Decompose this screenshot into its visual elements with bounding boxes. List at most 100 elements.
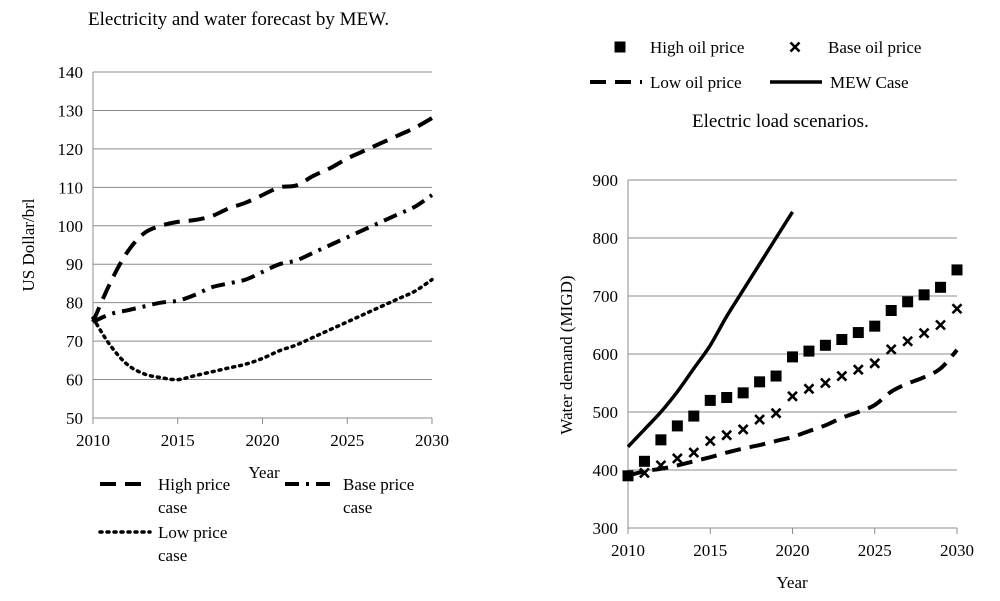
y-tick-label: 500 bbox=[593, 403, 619, 422]
legend-label-high-oil-price: High oil price bbox=[650, 38, 744, 57]
legend-label-low-price-case: Low price bbox=[158, 523, 227, 542]
x-tick-label: 2025 bbox=[858, 541, 892, 560]
marker-high-oil-price bbox=[852, 327, 864, 339]
x-axis-label-left: Year bbox=[248, 463, 280, 482]
marker-base-oil-price bbox=[704, 435, 716, 447]
legend-label-low-oil-price: Low oil price bbox=[650, 73, 742, 92]
marker-high-oil-price bbox=[885, 305, 897, 316]
legend-swatch-high-oil-price bbox=[614, 41, 626, 53]
chart-title-left: Electricity and water forecast by MEW. bbox=[88, 9, 389, 30]
marker-base-oil-price bbox=[787, 390, 798, 402]
legend-label-base-price-case: case bbox=[343, 498, 372, 517]
grid-left bbox=[92, 71, 433, 424]
marker-base-oil-price bbox=[819, 377, 831, 389]
y-tick-label: 60 bbox=[66, 371, 83, 390]
marker-base-oil-price bbox=[721, 429, 733, 441]
series-line-high-price-case bbox=[91, 116, 433, 323]
series-right bbox=[622, 210, 963, 482]
x-tick-label: 2020 bbox=[246, 431, 280, 450]
marker-high-oil-price bbox=[671, 420, 683, 432]
marker-base-oil-price bbox=[688, 447, 700, 459]
x-axis-label-right: Year bbox=[776, 573, 808, 592]
y-tick-label: 70 bbox=[66, 332, 83, 351]
marker-high-oil-price bbox=[902, 296, 914, 308]
y-axis-label-right: Water demand (MIGD) bbox=[557, 275, 576, 434]
x-tick-label: 2010 bbox=[76, 431, 110, 450]
marker-high-oil-price bbox=[688, 410, 700, 422]
y-tick-label: 600 bbox=[593, 345, 619, 364]
marker-base-oil-price bbox=[885, 343, 897, 355]
marker-high-oil-price bbox=[721, 392, 733, 403]
marker-base-oil-price bbox=[754, 414, 766, 425]
x-tick-label: 2025 bbox=[330, 431, 364, 450]
marker-high-oil-price bbox=[770, 370, 782, 382]
series-line-base-price-case bbox=[92, 193, 434, 324]
x-ticks-left: 2010 2015 2020 2025 2030 bbox=[76, 431, 449, 450]
y-tick-label: 80 bbox=[66, 294, 83, 313]
y-tick-label: 120 bbox=[58, 140, 84, 159]
marker-high-oil-price bbox=[918, 289, 930, 301]
x-tick-label: 2015 bbox=[161, 431, 195, 450]
load-scenarios-chart: High oil price Base oil price Low oil pric… bbox=[557, 38, 974, 592]
marker-high-oil-price bbox=[935, 281, 947, 293]
marker-high-oil-price bbox=[951, 264, 963, 276]
marker-high-oil-price bbox=[869, 320, 881, 332]
x-tick-label: 2030 bbox=[415, 431, 449, 450]
chart-title-right: Electric load scenarios. bbox=[692, 111, 869, 132]
marker-high-oil-price bbox=[787, 351, 798, 363]
legend-right: High oil price Base oil price Low oil pric… bbox=[590, 38, 921, 92]
legend-label-high-price-case: High price bbox=[158, 475, 230, 494]
marker-base-oil-price bbox=[803, 383, 815, 395]
legend-label-mew-case: MEW Case bbox=[830, 73, 909, 92]
marker-high-oil-price bbox=[704, 394, 716, 406]
y-axis-label-left: US Dollar/brl bbox=[19, 198, 38, 291]
legend-label-base-oil-price: Base oil price bbox=[828, 38, 921, 57]
legend-label-low-price-case: case bbox=[158, 546, 187, 565]
marker-base-oil-price bbox=[951, 303, 963, 315]
marker-base-oil-price bbox=[918, 327, 930, 339]
marker-high-oil-price bbox=[836, 334, 848, 345]
series-left bbox=[91, 116, 434, 382]
y-ticks-right: 300 400 500 600 700 800 900 bbox=[593, 171, 619, 538]
price-forecast-chart: Electricity and water forecast by MEW. 5… bbox=[19, 9, 449, 565]
marker-base-oil-price bbox=[737, 423, 749, 435]
marker-base-oil-price bbox=[935, 319, 946, 331]
y-tick-label: 300 bbox=[593, 519, 619, 538]
y-ticks-left: 50 60 70 80 90 100 110 120 130 140 bbox=[58, 63, 84, 428]
marker-base-oil-price bbox=[770, 407, 782, 419]
marker-high-oil-price bbox=[754, 376, 766, 388]
marker-high-oil-price bbox=[737, 387, 749, 399]
y-tick-label: 800 bbox=[593, 229, 619, 248]
y-tick-label: 100 bbox=[58, 217, 84, 236]
marker-base-oil-price bbox=[869, 357, 881, 369]
y-tick-label: 700 bbox=[593, 287, 619, 306]
y-tick-label: 50 bbox=[66, 409, 83, 428]
marker-high-oil-price bbox=[655, 434, 667, 446]
y-tick-label: 110 bbox=[58, 178, 83, 197]
x-ticks-right: 2010 2015 2020 2025 2030 bbox=[611, 541, 974, 560]
x-tick-label: 2030 bbox=[940, 541, 974, 560]
y-tick-label: 90 bbox=[66, 255, 83, 274]
legend-label-high-price-case: case bbox=[158, 498, 187, 517]
x-tick-label: 2020 bbox=[776, 541, 810, 560]
y-tick-label: 130 bbox=[58, 101, 84, 120]
marker-base-oil-price bbox=[852, 364, 864, 376]
legend-left: High price case Base price case Low price cas… bbox=[98, 475, 414, 565]
series-line-low-oil-price bbox=[627, 348, 959, 478]
marker-base-oil-price bbox=[902, 335, 914, 347]
y-tick-label: 140 bbox=[58, 63, 84, 82]
legend-swatch-base-oil-price bbox=[789, 41, 801, 53]
series-line-mew-case bbox=[626, 210, 794, 448]
marker-high-oil-price bbox=[819, 339, 831, 351]
series-line-low-price-case bbox=[91, 277, 434, 382]
marker-base-oil-price bbox=[671, 452, 683, 464]
y-tick-label: 400 bbox=[593, 461, 619, 480]
legend-label-base-price-case: Base price bbox=[343, 475, 414, 494]
marker-high-oil-price bbox=[803, 345, 815, 357]
y-tick-label: 900 bbox=[593, 171, 619, 190]
marker-base-oil-price bbox=[836, 370, 848, 382]
marker-high-oil-price bbox=[638, 455, 650, 467]
x-tick-label: 2010 bbox=[611, 541, 645, 560]
